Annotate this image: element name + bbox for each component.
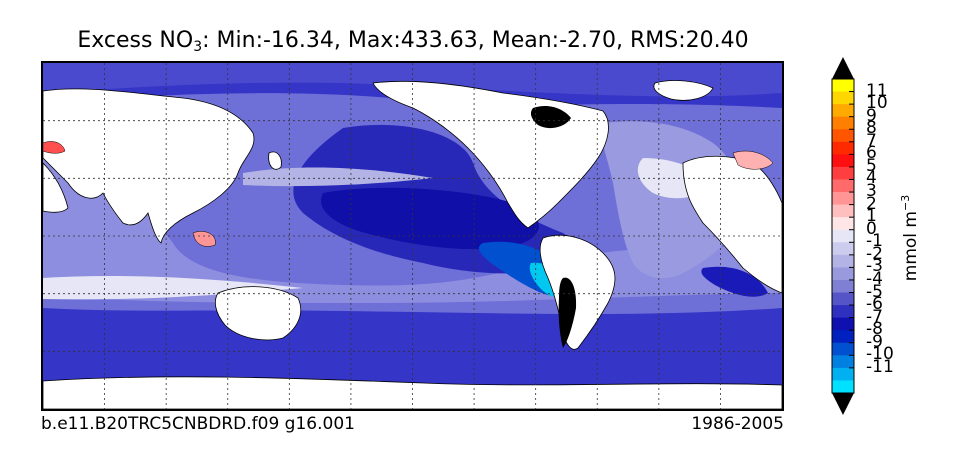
ocean-benguela — [701, 266, 768, 297]
colorbar-segment — [832, 141, 854, 155]
land-australia — [214, 286, 302, 341]
colorbar-segment — [832, 367, 854, 381]
colorbar-tick-label: -1 — [866, 231, 883, 252]
colorbar-tick-label: 8 — [866, 118, 877, 139]
ocean-north-pacific-light — [243, 167, 433, 187]
colorbar-tick-label: 11 — [866, 80, 888, 101]
colorbar-segment — [832, 104, 854, 118]
colorbar-tick-label: -6 — [866, 294, 883, 315]
colorbar-segment — [832, 242, 854, 256]
ocean-pacific-core — [321, 187, 540, 250]
unit-exponent: −3 — [899, 194, 913, 211]
colorbar-tick-label: 7 — [866, 130, 877, 151]
colorbar-segment — [832, 204, 854, 218]
colorbar-frame — [831, 78, 855, 394]
map-panel — [41, 61, 784, 411]
colorbar-segment — [832, 292, 854, 306]
masked-region-hudson — [530, 106, 571, 129]
colorbar-segment — [832, 305, 854, 319]
colorbar-tick-label: -10 — [866, 344, 894, 365]
case-name-label: b.e11.B20TRC5CNBDRD.f09 g16.001 — [41, 414, 355, 434]
title-prefix: Excess NO — [77, 28, 194, 53]
colorbar-segment — [832, 154, 854, 168]
colorbar-segment — [832, 79, 854, 92]
colorbar-segment — [832, 129, 854, 143]
positive-anomaly-mediterranean — [732, 150, 774, 170]
colorbar-segment — [832, 267, 854, 281]
chart-title: Excess NO3: Min:-16.34, Max:433.63, Mean… — [0, 28, 826, 55]
colorbar-tick-label: 9 — [866, 105, 877, 126]
colorbar-segment — [832, 317, 854, 331]
graticule — [43, 63, 782, 409]
land-south-america — [539, 234, 616, 350]
colorbar-tick-label: -7 — [866, 306, 883, 327]
unit-base: mmol m — [900, 211, 921, 282]
colorbar-segment — [832, 342, 854, 356]
masked-region-andes — [558, 277, 577, 348]
colorbar-tick-label: 4 — [866, 168, 877, 189]
colorbar-segment — [832, 330, 854, 344]
years-label: 1986-2005 — [691, 414, 784, 434]
colorbar-tick-label: 0 — [866, 218, 877, 239]
ocean-field-map — [43, 63, 782, 409]
colorbar-segment — [832, 279, 854, 293]
colorbar-tick-label: -5 — [866, 281, 883, 302]
title-stats: : Min:-16.34, Max:433.63, Mean:-2.70, RM… — [202, 28, 749, 53]
colorbar-tick-label: -4 — [866, 268, 883, 289]
colorbar-tick-label: -8 — [866, 319, 883, 340]
colorbar-tick-label: -11 — [866, 356, 894, 377]
colorbar-tick-label: -9 — [866, 331, 883, 352]
colorbar-tick-label: -3 — [866, 256, 883, 277]
colorbar-tick-label: 3 — [866, 181, 877, 202]
colorbar-segment — [832, 166, 854, 180]
colorbar-extend-min — [832, 393, 854, 415]
colorbar-segment — [832, 91, 854, 105]
colorbar-segment — [832, 355, 854, 369]
colorbar-tick-label: 10 — [866, 93, 888, 114]
land-arabia-india — [43, 162, 69, 213]
colorbar-tick-label: 6 — [866, 143, 877, 164]
colorbar-segment — [832, 179, 854, 193]
title-subscript: 3 — [193, 39, 203, 55]
land-japan — [268, 151, 282, 170]
colorbar-segment — [832, 116, 854, 130]
land-greenland — [653, 80, 714, 101]
colorbar-segment — [832, 192, 854, 205]
colorbar-segment — [832, 380, 854, 394]
colorbar-tick-label: 5 — [866, 155, 877, 176]
colorbar — [831, 57, 855, 415]
colorbar-segment — [832, 254, 854, 268]
positive-anomaly-indonesia — [192, 231, 216, 247]
colorbar-tick-label: -2 — [866, 243, 883, 264]
colorbar-segment — [832, 229, 854, 243]
positive-anomaly-caspian — [43, 141, 66, 154]
colorbar-segment — [832, 217, 854, 231]
colorbar-tick-label: 1 — [866, 206, 877, 227]
land-eurasia-west — [43, 88, 255, 244]
colorbar-tick-label: 2 — [866, 193, 877, 214]
colorbar-unit-label: mmol m−3 — [899, 195, 921, 281]
colorbar-extend-max — [832, 57, 854, 79]
